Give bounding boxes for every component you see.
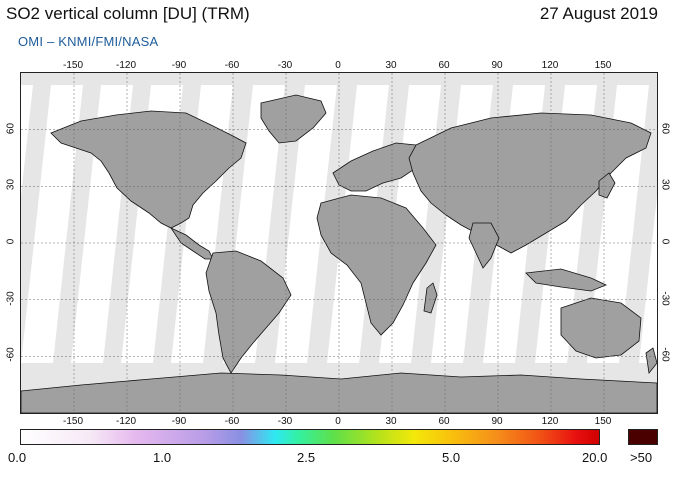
overflow-color-box: [628, 429, 658, 445]
top-lon-tick-label: 60: [438, 60, 450, 71]
map-title: SO2 vertical column [DU] (TRM): [6, 4, 250, 23]
top-lon-tick-label: -120: [116, 60, 137, 71]
right-lat-tick-label: -30: [659, 290, 671, 306]
top-lon-tick-label: 0: [335, 60, 341, 71]
greenland-landmass: [260, 94, 327, 144]
north-america-landmass: [50, 110, 247, 229]
world-map-canvas: [21, 73, 657, 413]
colorbar: [20, 429, 600, 445]
top-lon-tick-label: 90: [491, 60, 503, 71]
graticule-grid: [21, 73, 657, 413]
right-lat-tick-label: 60: [659, 122, 671, 134]
colorbar-label-4: 20.0: [582, 450, 608, 465]
top-lon-tick-label: -150: [63, 60, 84, 71]
india-peninsula: [468, 222, 500, 269]
new-zealand-islands: [645, 347, 657, 374]
bottom-lon-tick-label: 150: [594, 416, 612, 427]
bottom-lon-tick-label: -90: [171, 416, 187, 427]
colorbar-label-3: 5.0: [442, 450, 461, 465]
top-lon-tick-label: -30: [277, 60, 293, 71]
top-lon-tick-label: 30: [385, 60, 397, 71]
africa-landmass: [316, 194, 437, 336]
indonesia-islands: [525, 268, 608, 292]
bottom-lon-tick-label: -30: [277, 416, 293, 427]
japan-islands: [598, 172, 616, 199]
colorbar-label-2: 2.5: [297, 450, 316, 465]
left-lat-tick-label: -60: [5, 347, 17, 363]
map-date: 27 August 2019: [539, 4, 658, 23]
bottom-lon-tick-label: 30: [385, 416, 397, 427]
bottom-lon-tick-label: -60: [224, 416, 240, 427]
top-lon-tick-label: 120: [541, 60, 559, 71]
colorbar-label-1: 1.0: [153, 450, 172, 465]
top-lon-tick-label: -60: [224, 60, 240, 71]
right-lat-tick-label: -60: [659, 347, 671, 363]
south-america-landmass: [205, 250, 292, 374]
right-lat-tick-label: 0: [659, 238, 671, 245]
colorbar-label-0: 0.0: [8, 450, 27, 465]
colorbar-overflow-label: >50: [630, 450, 653, 465]
bottom-lon-tick-label: 120: [541, 416, 559, 427]
australia-landmass: [560, 297, 642, 359]
bottom-lon-tick-label: 0: [335, 416, 341, 427]
so2-map: [20, 72, 658, 414]
madagascar-landmass: [423, 282, 438, 314]
left-lat-tick-label: -30: [5, 290, 17, 306]
bottom-lon-tick-label: -120: [116, 416, 137, 427]
bottom-lon-tick-label: -150: [63, 416, 84, 427]
bottom-lon-tick-label: 90: [491, 416, 503, 427]
data-credit: OMI – KNMI/FMI/NASA: [18, 34, 159, 49]
left-lat-tick-label: 60: [5, 122, 17, 134]
top-lon-tick-label: -90: [171, 60, 187, 71]
top-lon-tick-label: 150: [594, 60, 612, 71]
bottom-lon-tick-label: 60: [438, 416, 450, 427]
right-lat-tick-label: 30: [659, 179, 671, 191]
left-lat-tick-label: 0: [5, 238, 17, 245]
left-lat-tick-label: 30: [5, 179, 17, 191]
asia-landmass: [408, 112, 652, 254]
orbit-swath: [21, 85, 83, 363]
